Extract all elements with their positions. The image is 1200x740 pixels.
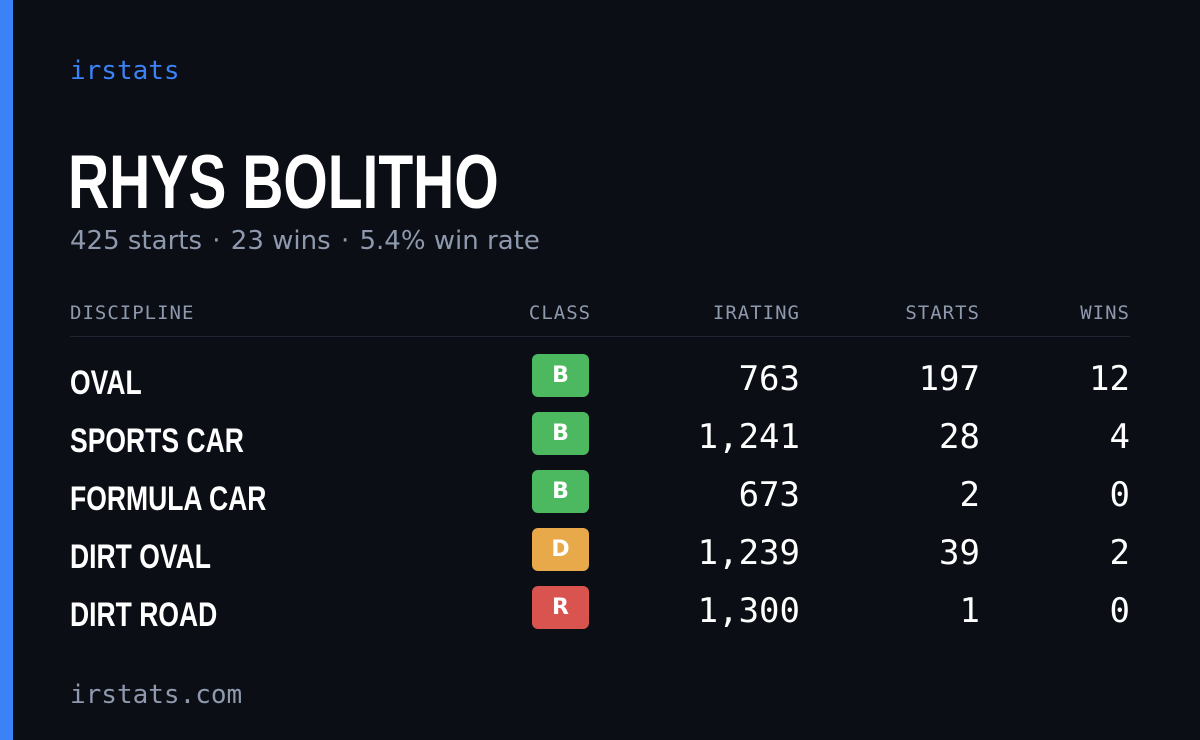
driver-name: RHYS BOLITHO [68,140,499,225]
class-badge: R [532,586,589,629]
discipline-name: OVAL [70,364,142,402]
brand-logo[interactable]: irstats [70,56,180,86]
header-wins: WINS [1080,302,1130,324]
class-badge: B [532,354,589,397]
separator: · [212,226,221,256]
header-irating: IRATING [712,302,800,324]
wins-value: 4 [1109,417,1130,457]
starts-value: 2 [959,475,980,515]
table-row: DIRT ROAD R 1,300 1 0 [0,586,1200,644]
wins-value: 2 [1109,533,1130,573]
header-starts: STARTS [905,302,980,324]
total-wins: 23 wins [230,226,331,256]
accent-bar [0,0,13,740]
header-discipline: DISCIPLINE [70,302,195,324]
total-starts: 425 starts [70,226,202,256]
irating-value: 673 [738,475,800,515]
starts-value: 39 [939,533,980,573]
irating-value: 1,239 [697,533,800,573]
class-badge: B [532,412,589,455]
starts-value: 197 [918,359,980,399]
separator: · [340,226,350,256]
table-row: SPORTS CAR B 1,241 28 4 [0,412,1200,470]
wins-value: 0 [1109,475,1130,515]
driver-summary: 425 starts · 23 wins · 5.4% win rate [70,226,540,256]
irating-value: 1,300 [697,591,800,631]
irating-value: 1,241 [697,417,800,457]
starts-value: 1 [959,591,980,631]
table-row: OVAL B 763 197 12 [0,354,1200,412]
table-row: DIRT OVAL D 1,239 39 2 [0,528,1200,586]
header-divider [70,336,1130,337]
class-badge: D [532,528,589,571]
discipline-name: DIRT OVAL [70,538,211,576]
footer-url[interactable]: irstats.com [70,680,243,710]
win-rate: 5.4% win rate [359,226,540,256]
irating-value: 763 [738,359,800,399]
starts-value: 28 [939,417,980,457]
table-row: FORMULA CAR B 673 2 0 [0,470,1200,528]
wins-value: 0 [1109,591,1130,631]
discipline-name: SPORTS CAR [70,422,244,460]
wins-value: 12 [1089,359,1130,399]
header-class: CLASS [528,302,592,324]
discipline-name: FORMULA CAR [70,480,267,518]
discipline-name: DIRT ROAD [70,596,218,634]
class-badge: B [532,470,589,513]
